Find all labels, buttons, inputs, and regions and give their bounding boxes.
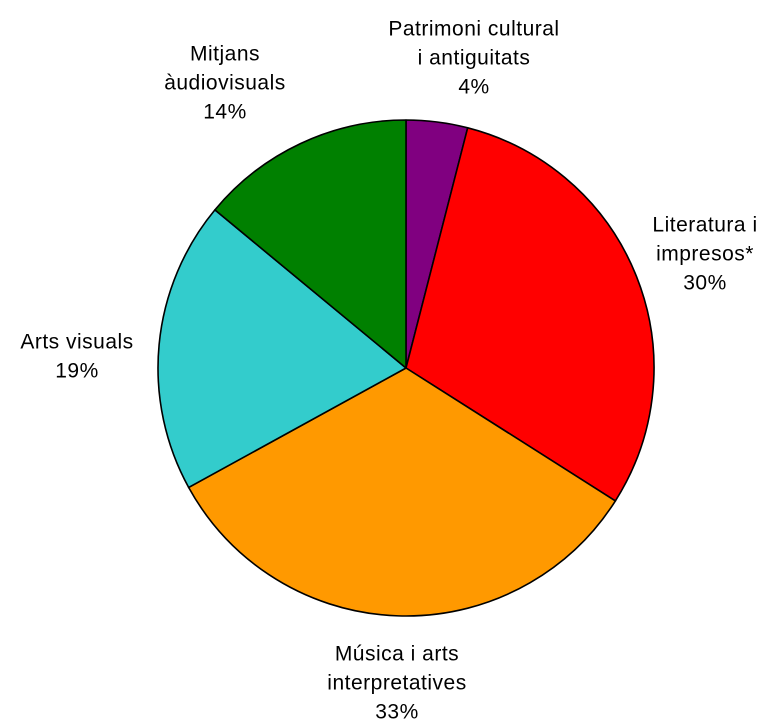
slice-category-label: impresos* (656, 243, 754, 266)
slice-percent-label: 33% (375, 701, 419, 724)
slice-percent-label: 14% (203, 101, 247, 124)
slice-category-label: àudiovisuals (164, 72, 286, 95)
pie-slice (214, 119, 407, 369)
slice-percent-label: 4% (458, 76, 489, 99)
slice-category-label: Mitjans (190, 43, 260, 66)
pie-slice (157, 209, 407, 489)
pie-labels: Patrimoni cultural i antiguitats 4% Literat… (20, 18, 757, 724)
pie-slices (157, 119, 655, 617)
slice-category-label: interpretatives (327, 672, 466, 695)
slice-category-label: Literatura i (652, 214, 757, 237)
pie-slice (405, 126, 655, 502)
slice-percent-label: 30% (683, 272, 727, 295)
slice-category-label: Arts visuals (20, 331, 133, 354)
pie-slice (187, 367, 617, 617)
slice-category-label: Patrimoni cultural (388, 18, 559, 41)
slice-category-label: i antiguitats (418, 47, 531, 70)
slice-category-label: Música i arts (335, 643, 459, 666)
slice-percent-label: 19% (55, 360, 99, 383)
